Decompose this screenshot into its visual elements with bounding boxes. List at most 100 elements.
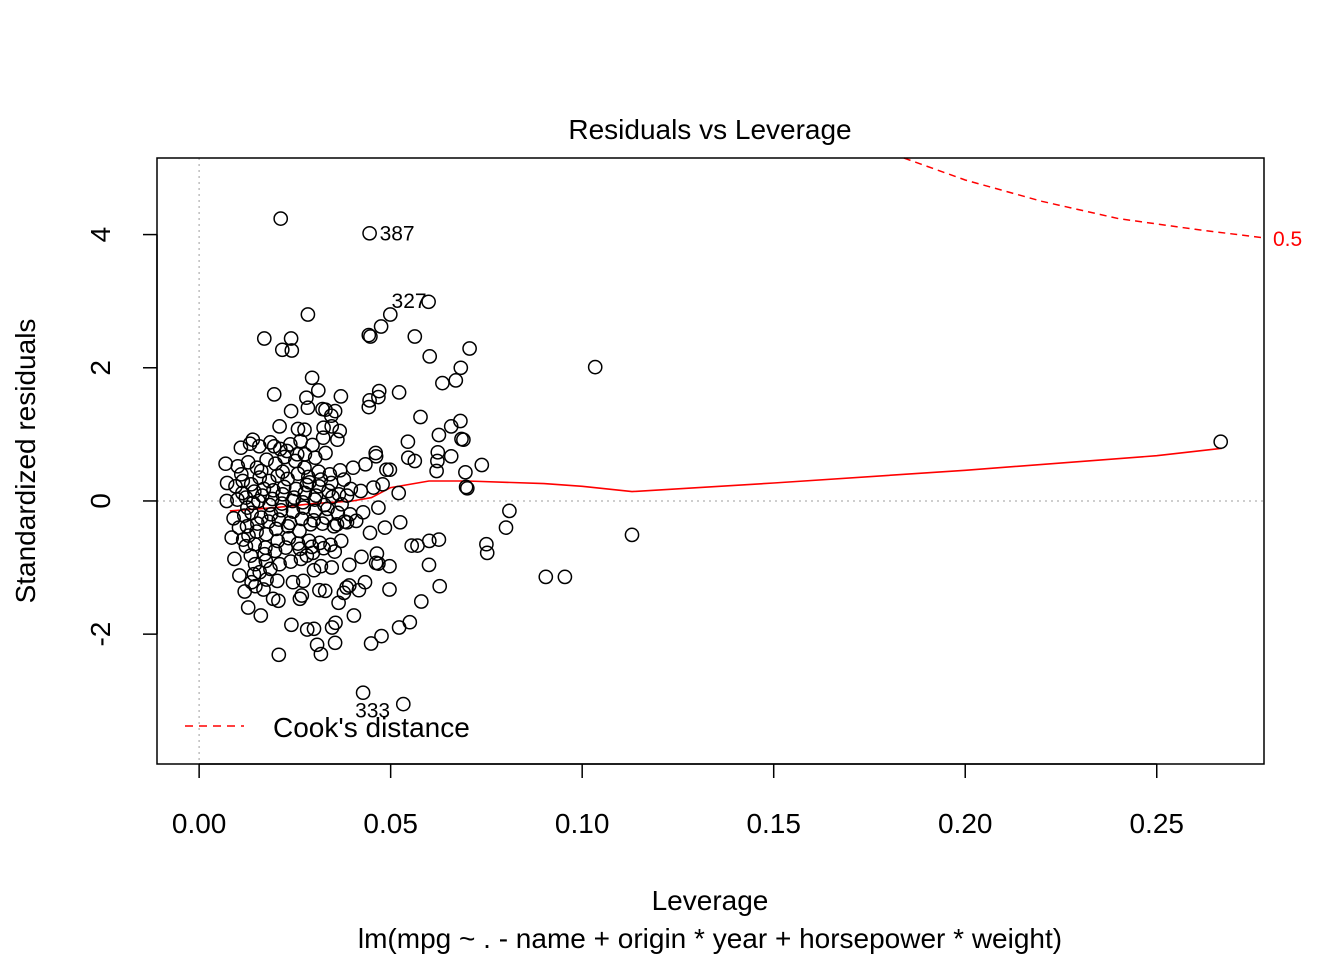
x-tick-label: 0.25 [1129,808,1184,839]
data-point [235,485,250,501]
data-point [448,373,464,388]
data-point [458,479,474,495]
data-point [317,583,333,599]
data-point [253,463,269,479]
data-point [379,462,394,478]
data-point [246,566,262,582]
data-point [458,464,473,480]
data-point [327,544,343,559]
chart-subtitle: lm(mpg ~ . - name + origin * year + hors… [358,923,1062,954]
data-point [374,628,389,644]
data-point [244,574,259,590]
data-point [538,569,554,585]
data-point [257,546,272,562]
data-point [369,546,385,561]
data-point [382,307,398,322]
data-point [271,593,286,609]
data-point [333,533,349,549]
data-point [391,620,407,635]
plot-area: 0.5 387 327 333 [156,157,1302,765]
data-point [361,327,377,343]
x-tick-label: 0.00 [172,808,227,839]
cooks-contour-label: 0.5 [1273,228,1302,251]
legend: Cook's distance [185,712,470,743]
data-point [300,400,316,416]
data-point [328,615,343,631]
data-point [256,481,272,497]
data-point [303,516,318,532]
data-point [311,464,326,480]
data-point [270,533,286,549]
data-point [345,460,361,476]
data-point [332,423,348,439]
data-point [462,341,477,356]
data-point [341,557,357,573]
data-point [421,294,436,310]
y-tick-label: 0 [85,493,116,509]
data-point [324,419,340,434]
data-point [294,511,310,527]
data-point [341,578,357,593]
data-point [479,545,495,561]
data-point [283,331,299,346]
data-point [240,500,255,515]
data-point [271,647,287,663]
reference-lines [157,158,1264,764]
data-point [305,437,320,453]
data-point [267,543,283,559]
data-point [362,393,377,408]
data-point [624,527,640,543]
data-point [362,525,378,541]
data-point [358,456,373,472]
data-point [219,493,235,509]
data-point [382,558,397,574]
data-point [431,532,447,547]
data-point [248,578,263,594]
data-point [218,456,233,472]
x-tick-label: 0.10 [555,808,610,839]
data-point [375,476,390,492]
y-axis: -2 0 2 4 [85,227,158,647]
data-point [459,480,475,496]
data-point [285,504,301,519]
x-tick-label: 0.15 [746,808,801,839]
data-point [247,536,263,552]
data-point [310,383,326,398]
data-point [272,419,287,434]
data-point [355,685,371,701]
data-point [271,512,287,527]
cooks-contour-line [903,157,1265,239]
data-point [266,387,282,402]
point-label: 327 [392,290,427,313]
data-point [431,427,447,443]
data-point [274,496,290,511]
x-tick-label: 0.05 [363,808,418,839]
data-point [306,621,322,637]
y-tick-label: 4 [85,227,116,243]
data-point [273,211,289,226]
data-point [256,582,271,597]
data-point [246,484,262,499]
data-point [238,538,254,554]
data-point [272,556,287,572]
data-point [392,514,408,530]
data-point [407,329,423,344]
data-point [263,435,278,450]
data-point [236,508,252,523]
data-point [322,466,338,482]
data-point [382,582,397,597]
data-point [371,389,386,405]
data-point [263,561,278,577]
data-point [230,458,246,474]
data-point [245,432,261,448]
data-point [253,608,269,623]
data-point [295,573,311,589]
point-labels: 387 327 333 [355,222,427,722]
data-point [331,595,346,611]
data-point [306,562,322,578]
data-point [432,578,448,594]
data-point [373,319,389,334]
data-point [258,553,274,569]
data-point [316,540,331,556]
data-point [284,617,299,633]
